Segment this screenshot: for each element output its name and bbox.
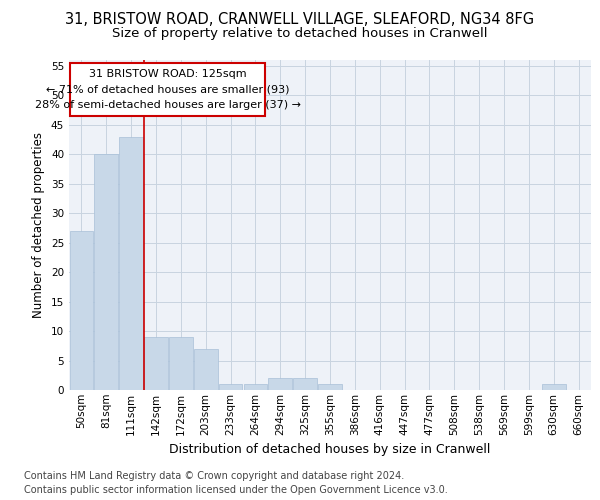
Y-axis label: Number of detached properties: Number of detached properties: [32, 132, 46, 318]
Bar: [194, 349, 218, 390]
Bar: [244, 384, 267, 390]
Bar: [268, 378, 292, 390]
Text: Contains HM Land Registry data © Crown copyright and database right 2024.: Contains HM Land Registry data © Crown c…: [24, 471, 404, 481]
Text: 31 BRISTOW ROAD: 125sqm: 31 BRISTOW ROAD: 125sqm: [89, 69, 247, 79]
Text: Contains public sector information licensed under the Open Government Licence v3: Contains public sector information licen…: [24, 485, 448, 495]
Text: Size of property relative to detached houses in Cranwell: Size of property relative to detached ho…: [112, 28, 488, 40]
X-axis label: Distribution of detached houses by size in Cranwell: Distribution of detached houses by size …: [169, 443, 491, 456]
Bar: [144, 337, 168, 390]
Bar: [219, 384, 242, 390]
Text: ← 71% of detached houses are smaller (93): ← 71% of detached houses are smaller (93…: [46, 85, 290, 95]
Bar: [119, 136, 143, 390]
Bar: [318, 384, 342, 390]
Bar: [293, 378, 317, 390]
Bar: [94, 154, 118, 390]
Bar: [70, 231, 93, 390]
FancyBboxPatch shape: [70, 63, 265, 116]
Bar: [542, 384, 566, 390]
Text: 28% of semi-detached houses are larger (37) →: 28% of semi-detached houses are larger (…: [35, 100, 301, 110]
Text: 31, BRISTOW ROAD, CRANWELL VILLAGE, SLEAFORD, NG34 8FG: 31, BRISTOW ROAD, CRANWELL VILLAGE, SLEA…: [65, 12, 535, 28]
Bar: [169, 337, 193, 390]
